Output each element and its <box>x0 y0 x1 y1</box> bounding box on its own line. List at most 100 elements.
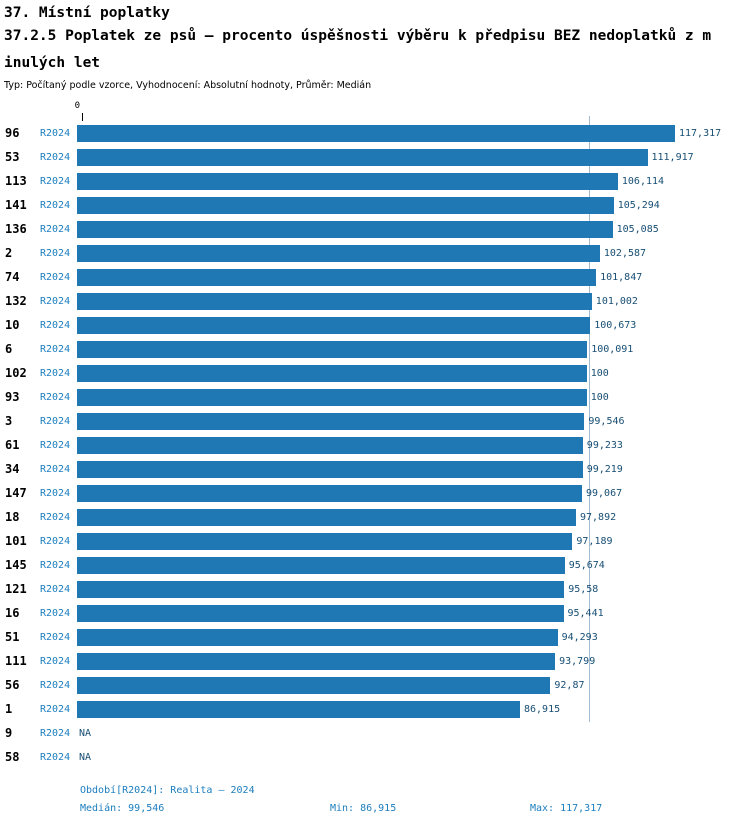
row-id: 102 <box>5 366 27 380</box>
bar-value-label: 99,067 <box>586 487 623 499</box>
chart-meta: Typ: Počítaný podle vzorce, Vyhodnocení:… <box>4 80 372 91</box>
row-id: 34 <box>5 462 20 476</box>
bar-value-label: 97,189 <box>576 535 613 547</box>
bar-area: NA <box>77 745 750 769</box>
axis-zero-label: 0 <box>74 101 80 111</box>
bar[interactable] <box>77 700 520 718</box>
row-period-label: R2024 <box>40 247 71 259</box>
bar-area: 99,233 <box>77 433 750 457</box>
row-id: 51 <box>5 630 20 644</box>
bar[interactable] <box>77 652 556 670</box>
bar-value-label: 117,317 <box>679 127 722 139</box>
bar[interactable] <box>77 124 675 142</box>
bar[interactable] <box>77 364 587 382</box>
bar[interactable] <box>77 580 565 598</box>
bar[interactable] <box>77 316 591 334</box>
row-period-label: R2024 <box>40 583 71 595</box>
row-period-label: R2024 <box>40 223 71 235</box>
row-id: 9 <box>5 726 13 740</box>
chart-row: 9 R2024 NA <box>0 721 750 745</box>
chart-row: 34 R2024 99,219 <box>0 457 750 481</box>
bar[interactable] <box>77 220 613 238</box>
row-id: 132 <box>5 294 27 308</box>
bar[interactable] <box>77 268 597 286</box>
chart-row: 18 R2024 97,892 <box>0 505 750 529</box>
row-period-label: R2024 <box>40 415 71 427</box>
bar[interactable] <box>77 556 565 574</box>
bar[interactable] <box>77 676 551 694</box>
bar[interactable] <box>77 436 583 454</box>
bar-value-label: 105,085 <box>616 223 659 235</box>
bar-value-label: 100,091 <box>591 343 634 355</box>
chart-row: 10 R2024 100,673 <box>0 313 750 337</box>
bar-value-label: 100,673 <box>594 319 637 331</box>
bar[interactable] <box>77 340 588 358</box>
row-period-label: R2024 <box>40 199 71 211</box>
bar[interactable] <box>77 460 583 478</box>
row-period-label: R2024 <box>40 295 71 307</box>
chart-row: 2 R2024 102,587 <box>0 241 750 265</box>
row-period-label: R2024 <box>40 727 71 739</box>
bar-area: 101,847 <box>77 265 750 289</box>
chart-row: 58 R2024 NA <box>0 745 750 769</box>
bar[interactable] <box>77 604 564 622</box>
row-period-label: R2024 <box>40 439 71 451</box>
row-period-label: R2024 <box>40 367 71 379</box>
bar-value-label: NA <box>79 751 92 763</box>
bar-value-label: 99,546 <box>588 415 625 427</box>
bar[interactable] <box>77 148 648 166</box>
bar-area: 100 <box>77 361 750 385</box>
chart-row: 111 R2024 93,799 <box>0 649 750 673</box>
row-id: 147 <box>5 486 27 500</box>
chart-row: 141 R2024 105,294 <box>0 193 750 217</box>
row-id: 141 <box>5 198 27 212</box>
bar[interactable] <box>77 508 576 526</box>
bar-value-label: 99,219 <box>586 463 623 475</box>
bar[interactable] <box>77 196 614 214</box>
bar-value-label: 111,917 <box>651 151 694 163</box>
bar-area: 105,085 <box>77 217 750 241</box>
chart-row: 145 R2024 95,674 <box>0 553 750 577</box>
footer-min: Min: 86,915 <box>330 803 397 814</box>
row-id: 1 <box>5 702 13 716</box>
chart-subtitle-line1: 37.2.5 Poplatek ze psů – procento úspěšn… <box>4 28 712 44</box>
bar[interactable] <box>77 292 592 310</box>
bar-area: 102,587 <box>77 241 750 265</box>
row-id: 74 <box>5 270 20 284</box>
row-id: 96 <box>5 126 20 140</box>
bar-area: 101,002 <box>77 289 750 313</box>
row-period-label: R2024 <box>40 151 71 163</box>
row-id: 3 <box>5 414 13 428</box>
bar-area: 100 <box>77 385 750 409</box>
median-line <box>589 116 591 722</box>
bar-value-label: 97,892 <box>580 511 617 523</box>
bar[interactable] <box>77 532 573 550</box>
footer-stats: Medián: 99,546 Min: 86,915 Max: 117,317 <box>80 803 750 814</box>
chart-row: 101 R2024 97,189 <box>0 529 750 553</box>
bar-value-label: 105,294 <box>617 199 660 211</box>
page-title: 37. Místní poplatky <box>4 5 170 21</box>
bar[interactable] <box>77 412 585 430</box>
chart-row: 53 R2024 111,917 <box>0 145 750 169</box>
bar[interactable] <box>77 628 558 646</box>
row-id: 111 <box>5 654 27 668</box>
bar[interactable] <box>77 388 587 406</box>
chart-row: 96 R2024 117,317 <box>0 121 750 145</box>
bar[interactable] <box>77 172 618 190</box>
bar-area: 94,293 <box>77 625 750 649</box>
bar[interactable] <box>77 484 582 502</box>
row-id: 121 <box>5 582 27 596</box>
chart-row: 3 R2024 99,546 <box>0 409 750 433</box>
bar-area: 95,58 <box>77 577 750 601</box>
bar-area: 95,674 <box>77 553 750 577</box>
bar-value-label: NA <box>79 727 92 739</box>
bar-value-label: 102,587 <box>603 247 647 259</box>
bar-area: 99,546 <box>77 409 750 433</box>
x-axis: 0 <box>0 101 750 121</box>
row-period-label: R2024 <box>40 631 71 643</box>
row-id: 113 <box>5 174 27 188</box>
row-id: 101 <box>5 534 27 548</box>
bar[interactable] <box>77 244 600 262</box>
chart-subtitle-line2: inulých let <box>4 55 101 71</box>
row-period-label: R2024 <box>40 391 71 403</box>
